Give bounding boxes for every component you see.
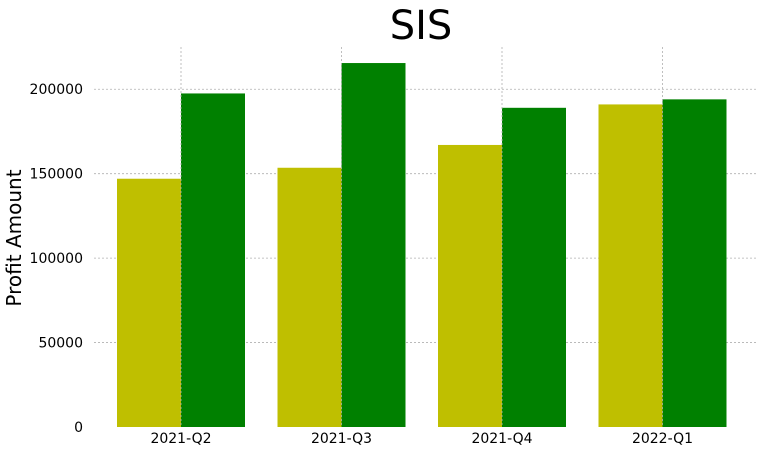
chart-title: SIS [390, 3, 453, 49]
x-tick-label: 2021-Q2 [150, 431, 211, 447]
bar-series-1 [438, 144, 502, 427]
x-tick-label: 2021-Q4 [471, 431, 532, 447]
x-tick-label: 2021-Q3 [311, 431, 372, 447]
y-tick-label: 50000 [38, 336, 83, 352]
bar-series-2 [181, 93, 245, 427]
bar-series-1 [277, 167, 342, 427]
y-tick-label: 200000 [30, 82, 83, 98]
y-tick-label: 100000 [30, 251, 83, 267]
y-tick-label: 0 [74, 420, 83, 436]
x-tick-label: 2022-Q1 [632, 431, 693, 447]
tick-layer: 0 50000 100000 150000 200000 2021-Q2 2021-Q3 20… [30, 47, 693, 447]
y-axis-label: Profit Amount [2, 169, 26, 306]
bar-series-2 [502, 107, 566, 428]
y-tick-label: 150000 [30, 167, 83, 183]
bar-series-1 [117, 178, 181, 427]
bar-series-2 [662, 99, 727, 427]
bar-layer [117, 63, 727, 428]
bar-series-2 [341, 63, 406, 428]
bar-series-1 [598, 104, 663, 427]
